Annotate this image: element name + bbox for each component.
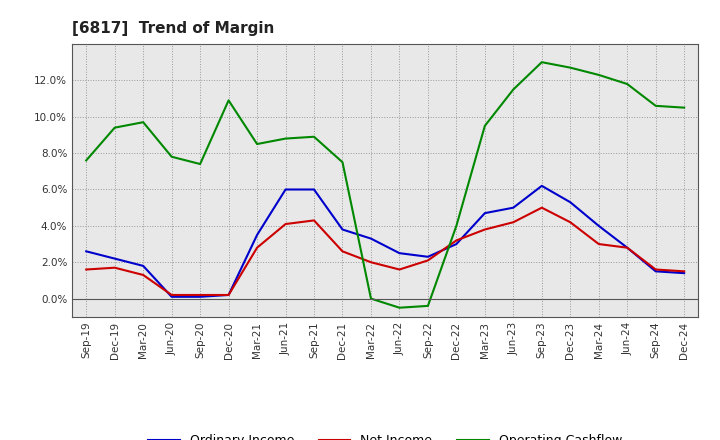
Ordinary Income: [196, 294, 204, 300]
Ordinary Income: [167, 294, 176, 300]
Ordinary Income: [225, 292, 233, 297]
Operating Cashflow: [225, 98, 233, 103]
Operating Cashflow: [366, 296, 375, 301]
Operating Cashflow: [423, 303, 432, 308]
Ordinary Income: [82, 249, 91, 254]
Ordinary Income: [310, 187, 318, 192]
Net Income: [338, 249, 347, 254]
Ordinary Income: [110, 256, 119, 261]
Net Income: [595, 242, 603, 247]
Operating Cashflow: [82, 158, 91, 163]
Ordinary Income: [480, 210, 489, 216]
Operating Cashflow: [680, 105, 688, 110]
Net Income: [366, 260, 375, 265]
Net Income: [680, 269, 688, 274]
Line: Net Income: Net Income: [86, 208, 684, 295]
Net Income: [623, 245, 631, 250]
Net Income: [167, 292, 176, 297]
Ordinary Income: [366, 236, 375, 241]
Operating Cashflow: [623, 81, 631, 87]
Net Income: [566, 220, 575, 225]
Ordinary Income: [139, 263, 148, 268]
Ordinary Income: [652, 269, 660, 274]
Operating Cashflow: [253, 141, 261, 147]
Operating Cashflow: [167, 154, 176, 159]
Ordinary Income: [509, 205, 518, 210]
Ordinary Income: [282, 187, 290, 192]
Operating Cashflow: [480, 123, 489, 128]
Operating Cashflow: [452, 223, 461, 228]
Net Income: [537, 205, 546, 210]
Operating Cashflow: [338, 160, 347, 165]
Net Income: [82, 267, 91, 272]
Operating Cashflow: [139, 120, 148, 125]
Operating Cashflow: [310, 134, 318, 139]
Legend: Ordinary Income, Net Income, Operating Cashflow: Ordinary Income, Net Income, Operating C…: [143, 429, 627, 440]
Text: [6817]  Trend of Margin: [6817] Trend of Margin: [72, 21, 274, 36]
Operating Cashflow: [282, 136, 290, 141]
Operating Cashflow: [537, 59, 546, 65]
Net Income: [509, 220, 518, 225]
Operating Cashflow: [395, 305, 404, 310]
Operating Cashflow: [566, 65, 575, 70]
Ordinary Income: [423, 254, 432, 260]
Ordinary Income: [537, 183, 546, 188]
Line: Ordinary Income: Ordinary Income: [86, 186, 684, 297]
Net Income: [225, 292, 233, 297]
Operating Cashflow: [196, 161, 204, 167]
Ordinary Income: [623, 245, 631, 250]
Ordinary Income: [338, 227, 347, 232]
Ordinary Income: [680, 271, 688, 276]
Net Income: [110, 265, 119, 270]
Ordinary Income: [566, 200, 575, 205]
Ordinary Income: [253, 232, 261, 238]
Operating Cashflow: [110, 125, 119, 130]
Ordinary Income: [395, 250, 404, 256]
Net Income: [139, 272, 148, 278]
Net Income: [253, 245, 261, 250]
Ordinary Income: [595, 223, 603, 228]
Net Income: [452, 238, 461, 243]
Operating Cashflow: [652, 103, 660, 109]
Ordinary Income: [452, 242, 461, 247]
Net Income: [480, 227, 489, 232]
Net Income: [196, 292, 204, 297]
Net Income: [310, 218, 318, 223]
Line: Operating Cashflow: Operating Cashflow: [86, 62, 684, 308]
Net Income: [652, 267, 660, 272]
Operating Cashflow: [595, 72, 603, 77]
Net Income: [395, 267, 404, 272]
Operating Cashflow: [509, 87, 518, 92]
Net Income: [423, 258, 432, 263]
Net Income: [282, 221, 290, 227]
